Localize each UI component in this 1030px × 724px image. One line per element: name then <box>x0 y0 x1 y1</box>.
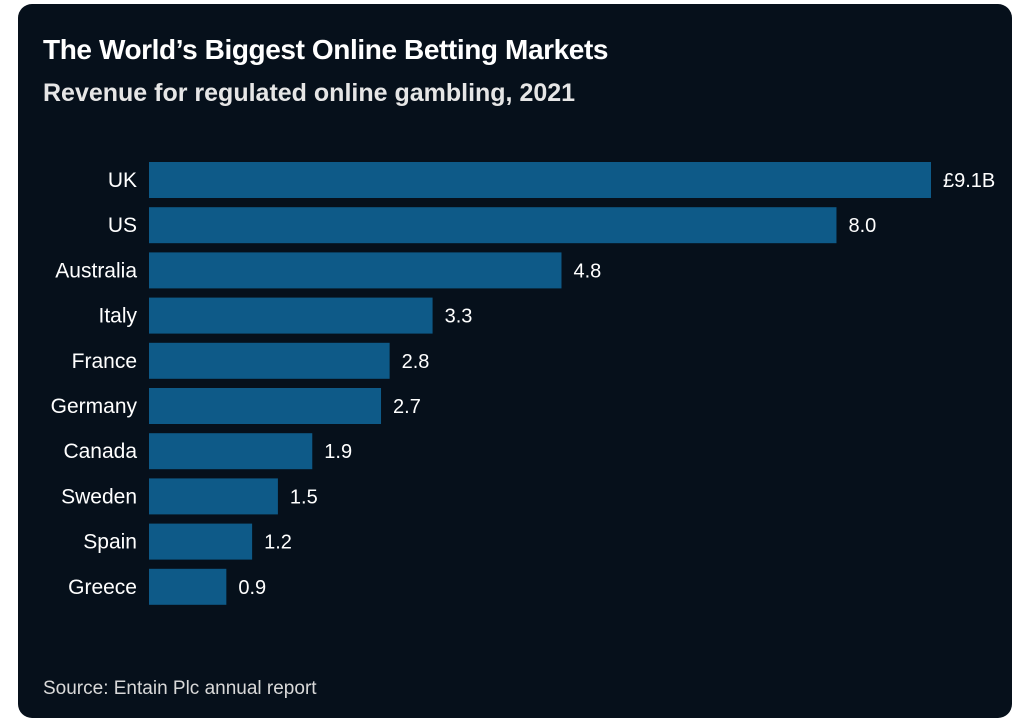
category-label-uk: UK <box>108 169 137 192</box>
value-label-australia: 4.8 <box>573 260 601 282</box>
value-label-sweden: 1.5 <box>290 486 318 508</box>
category-label-australia: Australia <box>55 259 137 282</box>
value-label-greece: 0.9 <box>238 577 266 599</box>
value-label-italy: 3.3 <box>445 306 473 328</box>
bar-chart: UK £9.1B US 8.0 Australia 4.8 Italy 3.3 France 2.… <box>51 162 995 605</box>
category-label-france: France <box>72 350 137 373</box>
value-label-us: 8.0 <box>848 215 876 237</box>
chart-subtitle: Revenue for regulated online gambling, 2… <box>43 79 576 107</box>
bar-france <box>149 342 390 379</box>
value-label-uk: £9.1B <box>943 170 995 192</box>
bar-uk <box>149 162 931 198</box>
chart-title: The World’s Biggest Online Betting Marke… <box>43 34 609 65</box>
category-label-italy: Italy <box>98 305 137 328</box>
source-note: Source: Entain Plc annual report <box>43 678 317 699</box>
bar-australia <box>149 252 562 289</box>
value-label-france: 2.8 <box>402 351 430 373</box>
category-label-canada: Canada <box>63 440 137 463</box>
category-label-sweden: Sweden <box>61 485 137 508</box>
chart-card: The World’s Biggest Online Betting Marke… <box>18 4 1012 718</box>
bar-canada <box>149 433 313 470</box>
bar-sweden <box>149 478 278 515</box>
bar-italy <box>149 297 433 334</box>
bar-germany <box>149 388 382 424</box>
category-label-greece: Greece <box>68 576 137 599</box>
category-label-germany: Germany <box>51 395 138 418</box>
bar-greece <box>149 568 227 605</box>
value-label-canada: 1.9 <box>324 441 352 463</box>
category-label-spain: Spain <box>83 531 137 554</box>
category-label-us: US <box>108 214 137 237</box>
bar-spain <box>149 523 253 560</box>
value-label-germany: 2.7 <box>393 396 421 418</box>
bar-us <box>149 207 837 244</box>
value-label-spain: 1.2 <box>264 532 292 554</box>
